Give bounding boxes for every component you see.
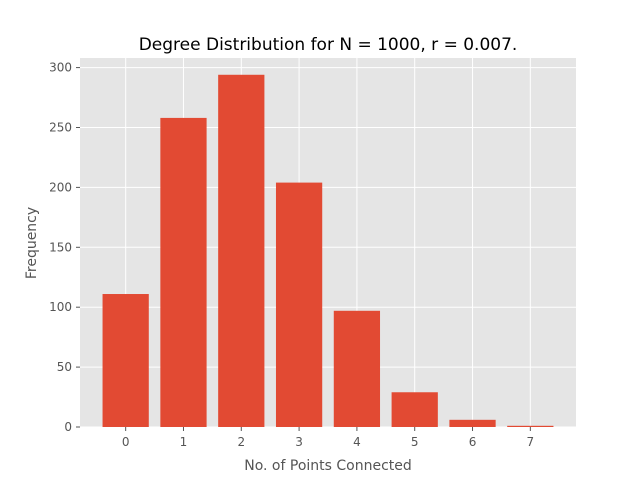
y-axis-label: Frequency xyxy=(24,207,40,279)
y-tick-label: 100 xyxy=(49,300,72,314)
y-tick-label: 250 xyxy=(49,120,72,134)
bar-5 xyxy=(391,392,438,427)
y-tick-label: 300 xyxy=(49,61,72,75)
x-tick-label: 4 xyxy=(353,435,361,449)
x-axis-ticks: 0 1 2 3 4 5 6 7 xyxy=(122,427,534,449)
chart-title: Degree Distribution for N = 1000, r = 0.… xyxy=(139,35,518,55)
y-tick-label: 200 xyxy=(49,180,72,194)
x-tick-label: 6 xyxy=(469,435,477,449)
plot-background xyxy=(80,58,576,427)
bar-1 xyxy=(160,117,207,428)
bar-0 xyxy=(102,294,149,427)
y-tick-label: 50 xyxy=(57,360,72,374)
x-axis-label: No. of Points Connected xyxy=(244,458,412,474)
y-tick-label: 150 xyxy=(49,240,72,254)
x-tick-label: 0 xyxy=(122,435,130,449)
x-tick-label: 5 xyxy=(411,435,419,449)
bar-2 xyxy=(218,74,265,427)
bar-6 xyxy=(449,419,496,427)
y-tick-label: 0 xyxy=(64,420,72,434)
y-axis-ticks: 0 50 100 150 200 250 300 xyxy=(49,61,80,434)
bar-4 xyxy=(333,310,381,427)
x-tick-label: 1 xyxy=(180,435,188,449)
bars xyxy=(102,74,554,428)
x-tick-label: 3 xyxy=(295,435,303,449)
bar-7 xyxy=(507,425,554,427)
x-tick-label: 2 xyxy=(237,435,245,449)
x-tick-label: 7 xyxy=(527,435,535,449)
bar-3 xyxy=(275,182,323,427)
